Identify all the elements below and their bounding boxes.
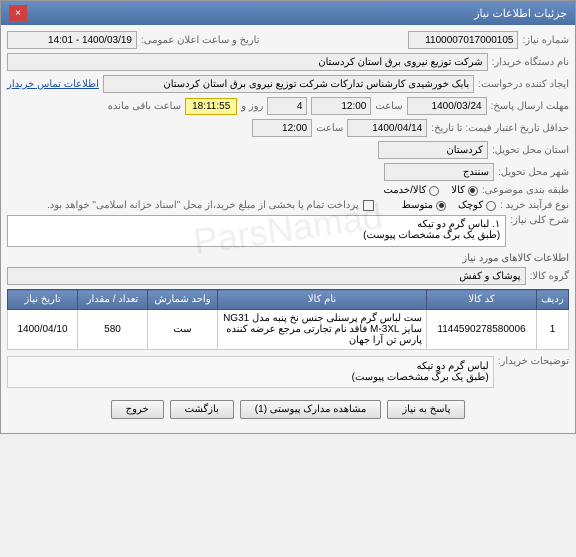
delivery-city-label: شهر محل تحویل: [498,167,569,178]
buyer-notes: لباس گرم دو تیکه (طبق یک برگ مشخصات پیوس… [7,356,494,388]
buyer-org-field: شرکت توزیع نیروی برق استان کردستان [7,53,488,71]
process-medium-radio[interactable]: متوسط [402,200,446,211]
validity-label: حداقل تاریخ اعتبار قیمت: تا تاریخ: [431,123,569,134]
deadline-date: 1400/03/24 [407,97,487,115]
cell-name: ست لباس گرم پرسنلی جنس نخ پنبه مدل NG31 … [218,310,427,350]
contact-link[interactable]: اطلاعات تماس خریدار [7,79,99,90]
announce-field: 1400/03/19 - 14:01 [7,31,137,49]
partial-pay-label: پرداخت تمام یا بخشی از مبلغ خرید،از محل … [47,200,359,211]
attachments-button[interactable]: مشاهده مدارک پیوستی (1) [240,400,382,419]
window-title: جزئیات اطلاعات نیاز [474,7,567,20]
time-word-1: ساعت [375,101,402,112]
cell-idx: 1 [537,310,569,350]
cell-qty: 580 [78,310,148,350]
remaining-word: ساعت باقی مانده [108,101,181,112]
button-bar: پاسخ به نیاز مشاهده مدارک پیوستی (1) باز… [7,392,569,427]
col-unit: واحد شمارش [148,290,218,310]
creator-label: ایجاد کننده درخواست: [478,79,569,90]
table-header-row: ردیف کد کالا نام کالا واحد شمارش تعداد /… [8,290,569,310]
category-goods-radio[interactable]: کالا [451,185,478,196]
col-idx: ردیف [537,290,569,310]
process-label: نوع فرآیند خرید : [500,200,569,211]
radio-checked-icon [468,186,478,196]
time-word-2: ساعت [316,123,343,134]
category-service-radio[interactable]: کالا/خدمت [383,185,439,196]
process-radio-group: کوچک متوسط [402,200,496,211]
delivery-city: سنندج [384,163,494,181]
desc-textarea: ۱. لباس گرم دو تیکه (طبق یک برگ مشخصات پ… [7,215,506,247]
validity-date: 1400/04/14 [347,119,427,137]
goods-section-label: اطلاعات کالاهای مورد نیاز [7,253,569,264]
days-word: روز و [241,101,263,112]
col-name: نام کالا [218,290,427,310]
creator-field: بابک خورشیدی کارشناس تدارکات شرکت توزیع … [103,75,474,93]
deadline-label: مهلت ارسال پاسخ: [491,101,569,112]
process-small-label: کوچک [458,200,483,211]
process-small-radio[interactable]: کوچک [458,200,496,211]
deadline-time: 12:00 [311,97,371,115]
desc-label: شرح کلی نیاز: [510,215,569,226]
announce-label: تاریخ و ساعت اعلان عمومی: [141,35,260,46]
exit-button[interactable]: خروج [111,400,164,419]
radio-icon [429,186,439,196]
goods-table: ردیف کد کالا نام کالا واحد شمارش تعداد /… [7,289,569,350]
cell-date: 1400/04/10 [8,310,78,350]
countdown-timer: 18:11:55 [185,98,237,115]
cell-code: 1144590278580006 [427,310,537,350]
category-goods-label: کالا [451,185,465,196]
validity-time: 12:00 [252,119,312,137]
buyer-notes-label: توضیحات خریدار: [498,356,569,367]
goods-group-label: گروه کالا: [530,271,569,282]
col-code: کد کالا [427,290,537,310]
process-medium-label: متوسط [402,200,433,211]
radio-icon [486,201,496,211]
category-service-label: کالا/خدمت [383,185,426,196]
cell-unit: ست [148,310,218,350]
category-label: طبقه بندی موضوعی: [482,185,569,196]
back-button[interactable]: بازگشت [170,400,234,419]
days-remaining: 4 [267,97,307,115]
buyer-org-label: نام دستگاه خریدار: [492,57,569,68]
titlebar: جزئیات اطلاعات نیاز × [1,1,575,25]
need-no-field: 1100007017000105 [408,31,518,49]
table-row[interactable]: 1 1144590278580006 ست لباس گرم پرسنلی جن… [8,310,569,350]
delivery-state-label: استان محل تحویل: [492,145,569,156]
category-radio-group: کالا کالا/خدمت [383,185,477,196]
partial-pay-checkbox[interactable] [363,200,374,211]
goods-group-field: پوشاک و کفش [7,267,526,285]
close-icon[interactable]: × [9,5,27,21]
radio-checked-icon [436,201,446,211]
reply-button[interactable]: پاسخ به نیاز [387,400,465,419]
need-no-label: شماره نیاز: [522,35,569,46]
col-date: تاریخ نیاز [8,290,78,310]
delivery-state: کردستان [378,141,488,159]
col-qty: تعداد / مقدار [78,290,148,310]
